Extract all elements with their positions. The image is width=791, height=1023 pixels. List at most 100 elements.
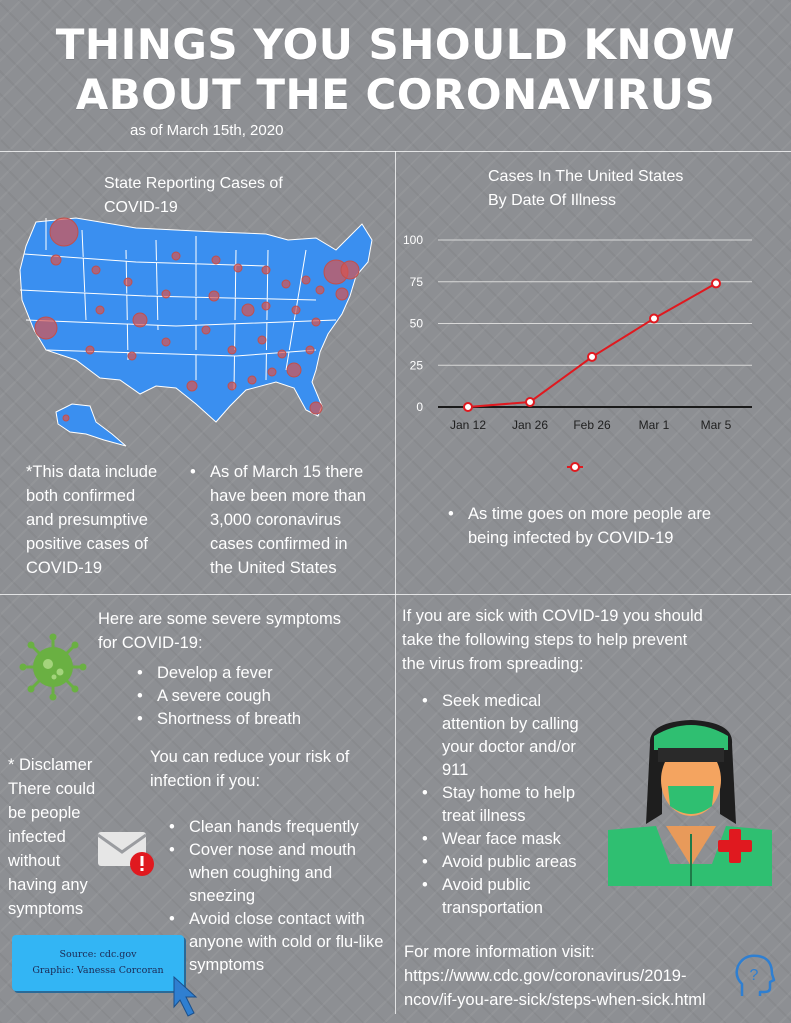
x-tick-label: Feb 26 (573, 418, 611, 432)
disclaimer-line: There could (8, 780, 96, 798)
title-line-2: ABOUT THE CORONAVIRUS (75, 70, 716, 119)
chart-title: Cases In The United States By Date Of Il… (488, 165, 683, 213)
disclaimer-line: having any (8, 876, 88, 894)
reduce-item-line: Avoid close contact with (189, 910, 365, 928)
more-info-label: For more information visit: (404, 943, 595, 961)
chart-title-line-1: Cases In The United States (488, 168, 684, 185)
chart-container: 0 25 50 75 100 Jan 12 Jan 26 Feb 26 Mar 1 Mar 5 (396, 225, 791, 490)
reduce-risk-intro: You can reduce your risk of infection if… (150, 745, 349, 793)
page-title: THINGS YOU SHOULD KNOW ABOUT THE CORONAV… (0, 20, 791, 120)
disclaimer-line: be people (8, 804, 81, 822)
map-title-line-1: State Reporting Cases of (104, 175, 283, 192)
step-item: Stay home to help treat illness (420, 782, 579, 828)
y-tick-label: 100 (403, 233, 423, 247)
reduce-item-line: symptoms (189, 956, 265, 974)
svg-text:?: ? (750, 967, 759, 984)
data-point (649, 313, 659, 324)
symptom-item: Develop a fever (135, 662, 301, 685)
steps-intro-line: If you are sick with COVID-19 you should (402, 607, 703, 625)
disclaimer-line: without (8, 852, 61, 870)
reduce-intro-line: infection if you: (150, 772, 261, 790)
x-tick-label: Mar 5 (701, 418, 732, 432)
x-tick-label: Mar 1 (639, 418, 670, 432)
map-bullet-line: As of March 15 there (210, 463, 364, 481)
more-info: For more information visit: https://www.… (404, 940, 706, 1012)
steps-intro: If you are sick with COVID-19 you should… (402, 604, 703, 676)
divider-vertical-lower (395, 594, 396, 1014)
symptoms-intro-line: for COVID-19: (98, 634, 203, 652)
x-tick-label: Jan 26 (512, 418, 548, 432)
data-point (463, 402, 473, 412)
reduce-item: Cover nose and mouth when coughing and s… (167, 839, 383, 908)
disclaimer-line: infected (8, 828, 66, 846)
more-info-url-line-1[interactable]: https://www.cdc.gov/coronavirus/2019- (404, 967, 687, 985)
series-line (467, 282, 717, 408)
steps-list: Seek medical attention by calling your d… (420, 690, 579, 920)
y-tick-label: 25 (410, 358, 424, 372)
symptom-item: A severe cough (135, 685, 301, 708)
step-item: Seek medical attention by calling your d… (420, 690, 579, 782)
y-tick-label: 75 (410, 275, 424, 289)
step-line: treat illness (442, 807, 526, 825)
virus-icon (19, 633, 87, 701)
steps-intro-line: take the following steps to help prevent (402, 631, 688, 649)
step-line: 911 (442, 761, 469, 779)
legend-marker (567, 462, 583, 472)
reduce-item: Clean hands frequently (167, 816, 383, 839)
map-title: State Reporting Cases of COVID-19 (104, 172, 283, 220)
disclaimer-line: * Disclamer (8, 756, 93, 774)
map-bullet-line: cases confirmed in (210, 535, 348, 553)
map-note-line: both confirmed (26, 487, 136, 505)
chart-bullet: As time goes on more people are being in… (446, 502, 711, 550)
map-title-line-2: COVID-19 (104, 199, 178, 216)
envelope-alert-icon (97, 832, 154, 876)
step-item: Avoid public areas (420, 851, 579, 874)
chart-bullet-line: As time goes on more people are (468, 505, 712, 523)
divider-vertical-upper (395, 151, 396, 594)
chart-bullet-line: being infected by COVID-19 (468, 529, 674, 547)
chart-bullet-list: As time goes on more people are being in… (446, 502, 711, 550)
x-tick-label: Jan 12 (450, 418, 486, 432)
symptoms-intro: Here are some severe symptoms for COVID-… (98, 607, 341, 655)
reduce-item-line: Clean hands frequently (189, 818, 359, 836)
symptoms-intro-line: Here are some severe symptoms (98, 610, 341, 628)
step-line: Seek medical (442, 692, 542, 710)
source-box: Source: cdc.gov Graphic: Vanessa Corcora… (12, 935, 184, 991)
map-bullet-line: have been more than (210, 487, 366, 505)
us-map (19, 217, 373, 447)
head-question-icon: ? (735, 954, 776, 996)
map-note: *This data include both confirmed and pr… (26, 460, 157, 580)
map-bullet-line: 3,000 coronavirus (210, 511, 342, 529)
us-map-states (19, 217, 373, 447)
step-line: your doctor and/or (442, 738, 576, 756)
disclaimer-line: symptoms (8, 900, 84, 918)
map-note-line: *This data include (26, 463, 158, 481)
data-point (525, 396, 535, 407)
reduce-item-line: sneezing (189, 887, 256, 905)
step-line: Avoid public areas (442, 853, 577, 871)
map-bullet: As of March 15 there have been more than… (188, 460, 366, 580)
reduce-item-line: when coughing and (189, 864, 333, 882)
as-of-date: as of March 15th, 2020 (130, 122, 284, 139)
title-line-1: THINGS YOU SHOULD KNOW (55, 20, 736, 69)
y-tick-label: 50 (410, 317, 424, 331)
more-info-url-line-2[interactable]: ncov/if-you-are-sick/steps-when-sick.htm… (404, 991, 706, 1009)
source-line: Source: cdc.gov (59, 949, 137, 960)
disclaimer: * Disclamer There could be people infect… (8, 753, 95, 921)
step-line: Wear face mask (442, 830, 561, 848)
case-dots (34, 217, 360, 422)
map-note-line: and presumptive (26, 511, 148, 529)
nurse-icon (608, 720, 772, 886)
map-note-line: COVID-19 (26, 559, 103, 577)
line-chart: 0 25 50 75 100 Jan 12 Jan 26 Feb 26 Mar 1 Mar 5 (403, 233, 752, 432)
step-item: Avoid public transportation (420, 874, 579, 920)
reduce-item-line: Cover nose and mouth (189, 841, 356, 859)
data-point (587, 351, 597, 362)
map-bullet-list: As of March 15 there have been more than… (188, 460, 366, 580)
y-tick-label: 0 (416, 400, 423, 414)
map-bullet-line: the United States (210, 559, 337, 577)
chart-title-line-2: By Date Of Illness (488, 192, 617, 209)
reduce-item-line: anyone with cold or flu-like (189, 933, 384, 951)
reduce-item: Avoid close contact with anyone with col… (167, 908, 383, 977)
graphic-credit-line: Graphic: Vanessa Corcoran (32, 965, 164, 976)
